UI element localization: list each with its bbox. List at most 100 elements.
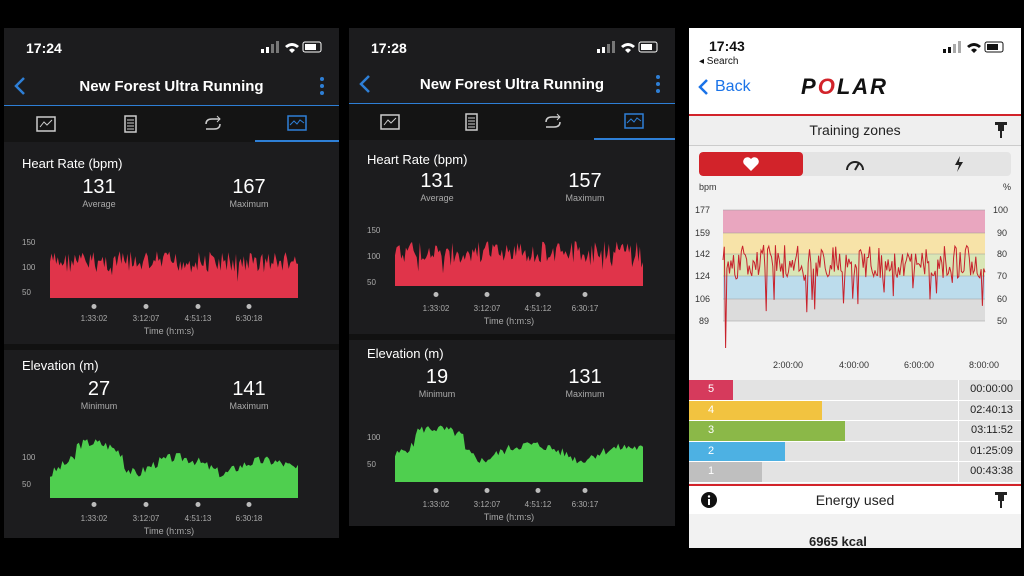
- hr-average-label: Average: [420, 193, 454, 203]
- zone-duration: 01:25:09: [970, 444, 1013, 457]
- logo-o-mark: O: [817, 74, 837, 99]
- pin-icon[interactable]: [993, 121, 1009, 139]
- hr-maximum-label: Maximum: [229, 199, 269, 209]
- hr-maximum-value: 157: [568, 170, 602, 192]
- zone-duration-bar: [689, 441, 786, 461]
- x-tick: 1:33:02: [422, 500, 450, 509]
- back-button[interactable]: Back: [697, 78, 751, 96]
- zone-band-4: [723, 233, 985, 254]
- speed-segment[interactable]: [803, 152, 907, 176]
- elevation-minimum-stat: 19 Minimum: [397, 366, 477, 399]
- laps-icon: [545, 113, 561, 128]
- tab-laps[interactable]: [172, 106, 256, 142]
- nav-bar: New Forest Ultra Running: [4, 68, 339, 106]
- zone-type-segmented-control: [699, 152, 1011, 176]
- x-marker: [195, 304, 201, 309]
- hr-average-value: 131: [82, 176, 116, 198]
- zone-number: 5: [707, 383, 715, 395]
- more-options-icon[interactable]: [653, 70, 663, 98]
- x-tick: 4:51:13: [184, 314, 212, 323]
- tab-charts[interactable]: [593, 104, 675, 140]
- x-tick: 3:12:07: [132, 514, 160, 523]
- tab-details[interactable]: [88, 106, 172, 142]
- elevation-ytick: 50: [22, 480, 31, 489]
- x-tick: 4:51:12: [524, 500, 552, 509]
- zone-row: 2 01:25:09: [689, 441, 1021, 462]
- elevation-minimum-value: 27: [87, 378, 111, 400]
- hr-maximum-value: 167: [232, 176, 266, 198]
- tab-laps[interactable]: [512, 104, 594, 140]
- hr-zones-chart: 177 159 142 124 106 89 100 90 80 70 60 5…: [689, 200, 1021, 400]
- x-marker: [91, 502, 97, 507]
- x-marker: [433, 488, 439, 493]
- x-marker: [535, 488, 541, 493]
- tab-summary[interactable]: [4, 106, 88, 142]
- tab-details[interactable]: [431, 104, 513, 140]
- section-divider: [4, 344, 339, 350]
- elevation-maximum-value: 131: [568, 366, 602, 388]
- status-icons: [261, 41, 322, 53]
- zone-number: 3: [707, 424, 715, 436]
- polar-logo: POLAR: [801, 74, 889, 99]
- back-label: Back: [715, 78, 751, 95]
- elevation-ytick: 100: [367, 433, 381, 442]
- zone-duration: 02:40:13: [970, 403, 1013, 416]
- hr-ytick: 150: [367, 226, 381, 235]
- chart-icon: [624, 113, 644, 129]
- polar-phone-screen: 17:43 ◂ Search Back POLAR Training zones…: [689, 28, 1021, 548]
- hr-chart-title: Heart Rate (bpm): [22, 156, 123, 171]
- search-back-link[interactable]: ◂ Search: [699, 56, 739, 67]
- x-tick: 6:30:18: [235, 314, 263, 323]
- tab-summary[interactable]: [349, 104, 431, 140]
- hr-chart-title: Heart Rate (bpm): [367, 152, 468, 167]
- status-time: 17:24: [26, 40, 62, 56]
- tab-charts[interactable]: [255, 106, 339, 142]
- back-chevron-icon[interactable]: [10, 72, 32, 100]
- power-segment[interactable]: [907, 152, 1011, 176]
- x-tick: 1:33:02: [422, 304, 450, 313]
- x-axis-title: Time (h:m:s): [143, 526, 195, 536]
- right-ytick: 90: [997, 228, 1007, 238]
- x-tick: 4:51:13: [184, 514, 212, 523]
- status-bar: 17:24: [4, 28, 339, 68]
- left-ytick: 159: [695, 228, 710, 238]
- zone-band-5: [723, 210, 985, 233]
- tab-bar: [349, 104, 675, 140]
- back-chevron-icon[interactable]: [355, 70, 377, 98]
- tab-bar: [4, 106, 339, 142]
- nav-bar: New Forest Ultra Running: [349, 66, 675, 104]
- x-tick: 2:00:00: [773, 360, 803, 370]
- zone-row: 4 02:40:13: [689, 400, 1021, 421]
- energy-used-title: Energy used: [815, 492, 895, 508]
- heart-rate-segment[interactable]: [699, 152, 803, 176]
- zone-duration-bar: [689, 462, 763, 482]
- x-marker: [535, 292, 541, 297]
- lightning-icon: [955, 156, 963, 172]
- hr-average-label: Average: [82, 199, 116, 209]
- info-icon[interactable]: [701, 492, 717, 508]
- hr-average-value: 131: [420, 170, 454, 192]
- left-ytick: 142: [695, 249, 710, 259]
- zone-duration-bar: [689, 380, 733, 400]
- left-ytick: 106: [695, 294, 710, 304]
- pin-icon[interactable]: [993, 491, 1009, 509]
- training-zones-header: Training zones: [689, 116, 1021, 146]
- x-tick: 3:12:07: [473, 500, 501, 509]
- hr-average-stat: 131 Average: [397, 170, 477, 203]
- elevation-minimum-stat: 27 Minimum: [59, 378, 139, 411]
- zone-row: 5 00:00:00: [689, 380, 1021, 401]
- x-tick: 4:51:12: [524, 304, 552, 313]
- zone-number: 1: [707, 465, 715, 477]
- x-marker: [91, 304, 97, 309]
- zone-separator: [958, 462, 959, 482]
- chart-icon: [287, 115, 307, 131]
- x-tick: 1:33:02: [80, 514, 108, 523]
- more-options-icon[interactable]: [317, 72, 327, 100]
- x-marker: [433, 292, 439, 297]
- zone-separator: [958, 421, 959, 441]
- x-tick: 6:00:00: [904, 360, 934, 370]
- x-tick: 6:30:17: [571, 500, 599, 509]
- hr-ytick: 100: [22, 263, 36, 272]
- zone-row: 1 00:43:38: [689, 462, 1021, 483]
- x-marker: [143, 304, 149, 309]
